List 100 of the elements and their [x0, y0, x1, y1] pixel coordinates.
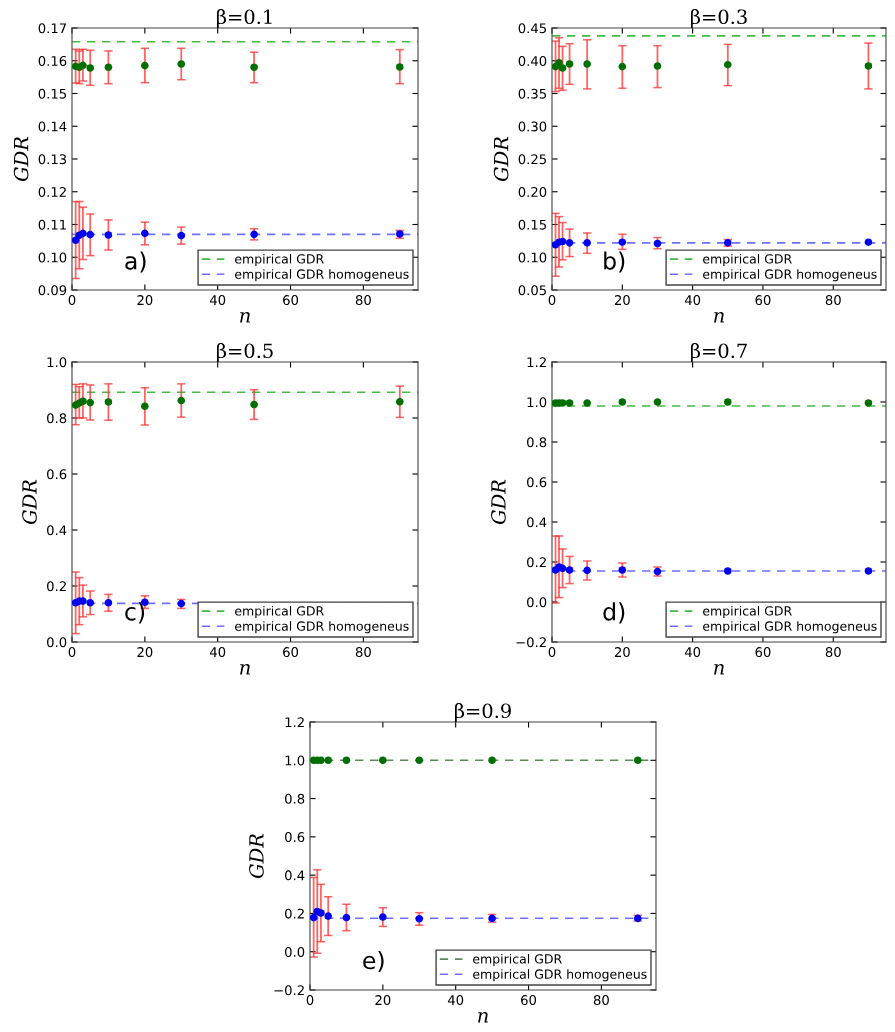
legend-label: empirical GDR — [473, 953, 562, 967]
y-tick-label: −0.2 — [516, 637, 546, 648]
y-tick-label: 0.17 — [38, 23, 67, 34]
legend-label: empirical GDR homogeneus — [703, 621, 877, 634]
point — [864, 399, 873, 407]
point — [583, 239, 591, 247]
legend-label: empirical GDR — [235, 605, 324, 619]
x-tick-label: 60 — [755, 295, 771, 306]
y-tick-label: 0.0 — [47, 637, 67, 648]
point — [723, 60, 732, 69]
x-axis-title: n — [240, 312, 250, 323]
annotation: e) — [363, 951, 384, 973]
y-tick-label: −0.2 — [274, 985, 304, 996]
point — [565, 566, 574, 574]
x-tick-label: 0 — [68, 295, 76, 306]
y-tick-label: 0.2 — [527, 557, 546, 568]
y-tick-label: 0.4 — [47, 525, 67, 536]
x-tick-label: 80 — [355, 295, 371, 306]
x-axis-title: n — [240, 664, 250, 675]
point — [618, 398, 627, 406]
y-tick-label: 0.40 — [518, 55, 547, 66]
point — [864, 567, 873, 575]
point — [379, 913, 387, 921]
y-tick-label: 0.05 — [518, 285, 546, 296]
point — [86, 599, 95, 607]
y-tick-label: 0.09 — [38, 285, 67, 296]
x-tick-label: 0 — [548, 647, 556, 658]
y-tick-label: 0.6 — [285, 832, 305, 843]
chart-title: β=0.5 — [217, 342, 273, 362]
point — [723, 398, 732, 406]
point — [653, 62, 662, 70]
point — [324, 912, 333, 920]
point — [395, 63, 404, 71]
y-tick-label: 0.6 — [47, 469, 67, 480]
point — [342, 756, 351, 765]
y-tick-label: 0.16 — [38, 55, 67, 66]
point — [104, 398, 113, 406]
point — [324, 756, 333, 765]
y-tick-label: 0.8 — [47, 413, 67, 424]
point — [723, 567, 732, 575]
x-axis-title: n — [478, 1012, 488, 1023]
x-axis-title: n — [714, 664, 724, 675]
annotation: a) — [125, 251, 146, 273]
y-tick-label: 0.4 — [285, 870, 305, 881]
point — [488, 756, 496, 765]
point — [558, 64, 567, 72]
x-tick-label: 60 — [283, 295, 299, 306]
y-tick-label: 0.14 — [38, 121, 67, 132]
point — [104, 63, 113, 72]
point — [558, 237, 567, 246]
x-tick-label: 0 — [548, 295, 556, 306]
x-axis-title: n — [714, 312, 724, 323]
y-axis-title: GDR — [491, 479, 506, 524]
point — [104, 599, 113, 607]
point — [141, 402, 149, 411]
point — [653, 398, 662, 406]
point — [565, 239, 574, 247]
point — [555, 58, 563, 67]
legend-label: empirical GDR — [235, 253, 324, 267]
chart-title: β=0.1 — [217, 8, 272, 28]
y-tick-label: 0.6 — [527, 477, 547, 488]
x-tick-label: 80 — [355, 647, 371, 658]
legend-label: empirical GDR homogeneus — [235, 621, 409, 634]
y-tick-label: 0.11 — [38, 219, 66, 230]
x-tick-label: 20 — [375, 995, 391, 1006]
point — [86, 64, 95, 72]
point — [141, 61, 149, 70]
point — [250, 63, 258, 72]
point — [415, 756, 424, 765]
y-tick-label: 1.2 — [527, 357, 546, 368]
point — [141, 229, 149, 238]
x-tick-label: 20 — [137, 295, 153, 306]
y-tick-label: 1.0 — [47, 357, 67, 368]
x-tick-label: 60 — [521, 995, 537, 1006]
point — [583, 60, 591, 68]
y-tick-label: 0.4 — [527, 517, 547, 528]
x-tick-label: 80 — [825, 647, 841, 658]
point — [86, 398, 95, 407]
point — [618, 566, 627, 574]
x-tick-label: 20 — [137, 647, 153, 658]
point — [317, 756, 325, 765]
point — [177, 60, 186, 68]
y-tick-label: 0.45 — [518, 23, 546, 34]
y-axis-title: GDR — [249, 833, 264, 878]
x-tick-label: 0 — [68, 647, 76, 658]
y-tick-label: 0.15 — [518, 219, 546, 230]
point — [415, 914, 424, 923]
point — [633, 756, 642, 765]
y-tick-label: 0.13 — [38, 154, 67, 165]
point — [79, 61, 87, 70]
y-tick-label: 1.0 — [285, 755, 305, 766]
point — [565, 399, 574, 407]
x-tick-label: 80 — [593, 995, 609, 1006]
chart-title: β=0.9 — [455, 702, 511, 722]
annotation: b) — [604, 251, 625, 273]
point — [583, 566, 591, 575]
y-tick-label: 1.2 — [285, 717, 304, 728]
annotation: d) — [603, 602, 625, 624]
legend-label: empirical GDR homogeneus — [235, 269, 409, 282]
point — [395, 397, 404, 406]
